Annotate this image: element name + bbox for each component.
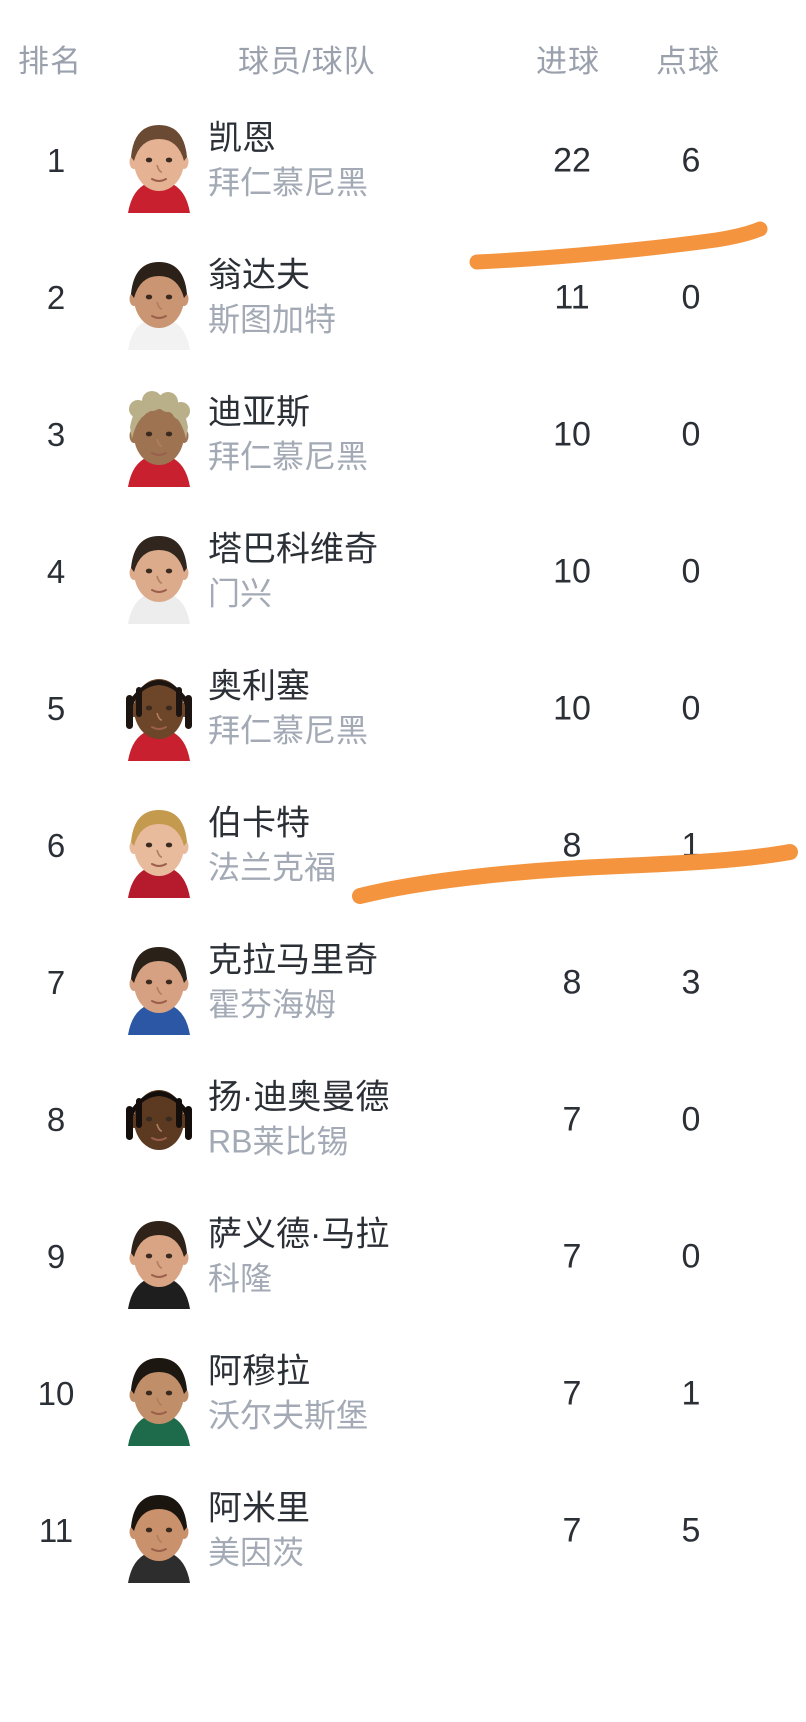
player-name: 翁达夫 xyxy=(208,255,310,294)
player-name: 伯卡特 xyxy=(208,803,310,842)
row-rank: 10 xyxy=(37,1374,75,1412)
row-penalties: 0 xyxy=(681,689,701,727)
row-rank: 11 xyxy=(38,1511,74,1549)
row-penalties: 0 xyxy=(681,415,701,453)
player-team-cell: 奥利塞 拜仁慕尼黑 xyxy=(208,665,518,752)
row-penalties: 5 xyxy=(681,1511,701,1549)
team-name: 沃尔夫斯堡 xyxy=(208,1397,369,1434)
row-rank: 3 xyxy=(46,415,66,453)
row-goals: 7 xyxy=(562,1511,582,1549)
row-rank: 7 xyxy=(46,963,66,1001)
player-team-cell: 迪亚斯 拜仁慕尼黑 xyxy=(208,391,518,478)
table-row[interactable]: 5 奥利塞 拜仁慕尼黑 10 0 xyxy=(0,640,806,777)
row-penalties: 0 xyxy=(681,278,701,316)
row-goals: 22 xyxy=(553,141,591,179)
team-name: 霍芬海姆 xyxy=(208,986,337,1023)
player-avatar xyxy=(112,1204,206,1309)
player-team-cell: 伯卡特 法兰克福 xyxy=(208,802,518,889)
row-rank: 4 xyxy=(46,552,66,590)
row-penalties: 0 xyxy=(681,1237,701,1275)
row-goals: 10 xyxy=(553,552,591,590)
row-rank: 1 xyxy=(46,141,66,179)
scorers-list: 1 凯恩 拜仁慕尼黑 22 6 2 翁达夫 xyxy=(0,92,806,1599)
row-goals: 8 xyxy=(562,963,582,1001)
player-avatar xyxy=(112,656,206,761)
team-name: 美因茨 xyxy=(208,1534,305,1571)
team-name: 拜仁慕尼黑 xyxy=(208,164,369,201)
player-name: 奥利塞 xyxy=(208,666,310,705)
player-team-cell: 阿穆拉 沃尔夫斯堡 xyxy=(208,1350,518,1437)
team-name: 拜仁慕尼黑 xyxy=(208,438,369,475)
team-name: 法兰克福 xyxy=(208,849,337,886)
row-goals: 8 xyxy=(562,826,582,864)
player-name: 克拉马里奇 xyxy=(208,940,378,979)
player-avatar xyxy=(112,382,206,487)
player-name: 萨义德·马拉 xyxy=(208,1214,390,1253)
player-avatar xyxy=(112,1341,206,1446)
row-goals: 10 xyxy=(553,689,591,727)
table-row[interactable]: 6 伯卡特 法兰克福 8 1 xyxy=(0,777,806,914)
table-row[interactable]: 9 萨义德·马拉 科隆 7 0 xyxy=(0,1188,806,1325)
column-header-goals: 进球 xyxy=(536,44,600,79)
player-team-cell: 克拉马里奇 霍芬海姆 xyxy=(208,939,518,1026)
player-avatar xyxy=(112,793,206,898)
row-goals: 10 xyxy=(553,415,591,453)
row-goals: 11 xyxy=(554,278,590,316)
column-header-rank: 排名 xyxy=(18,44,82,79)
row-rank: 9 xyxy=(46,1237,66,1275)
row-penalties: 1 xyxy=(681,826,701,864)
player-team-cell: 凯恩 拜仁慕尼黑 xyxy=(208,117,518,204)
player-name: 阿米里 xyxy=(208,1488,310,1527)
table-row[interactable]: 4 塔巴科维奇 门兴 10 0 xyxy=(0,503,806,640)
player-team-cell: 阿米里 美因茨 xyxy=(208,1487,518,1574)
player-team-cell: 翁达夫 斯图加特 xyxy=(208,254,518,341)
player-team-cell: 萨义德·马拉 科隆 xyxy=(208,1213,518,1300)
player-avatar xyxy=(112,245,206,350)
table-row[interactable]: 1 凯恩 拜仁慕尼黑 22 6 xyxy=(0,92,806,229)
column-header-player-team: 球员/球队 xyxy=(238,44,376,79)
player-name: 阿穆拉 xyxy=(208,1351,310,1390)
row-rank: 6 xyxy=(46,826,66,864)
row-penalties: 0 xyxy=(681,552,701,590)
player-avatar xyxy=(112,930,206,1035)
player-name: 迪亚斯 xyxy=(208,392,310,431)
table-row[interactable]: 11 阿米里 美因茨 7 5 xyxy=(0,1462,806,1599)
player-name: 塔巴科维奇 xyxy=(208,529,378,568)
player-name: 凯恩 xyxy=(208,118,276,157)
player-name: 扬·迪奥曼德 xyxy=(208,1077,390,1116)
table-row[interactable]: 8 扬·迪奥曼德 RB莱比锡 7 0 xyxy=(0,1051,806,1188)
table-header: 排名 球员/球队 进球 点球 xyxy=(0,0,806,92)
row-goals: 7 xyxy=(562,1100,582,1138)
player-avatar xyxy=(112,1478,206,1583)
row-goals: 7 xyxy=(562,1237,582,1275)
table-row[interactable]: 2 翁达夫 斯图加特 11 0 xyxy=(0,229,806,366)
table-row[interactable]: 7 克拉马里奇 霍芬海姆 8 3 xyxy=(0,914,806,1051)
row-penalties: 3 xyxy=(681,963,701,1001)
player-avatar xyxy=(112,519,206,624)
team-name: 斯图加特 xyxy=(208,301,337,338)
row-penalties: 1 xyxy=(681,1374,701,1412)
player-avatar xyxy=(112,108,206,213)
team-name: RB莱比锡 xyxy=(208,1123,349,1160)
player-avatar xyxy=(112,1067,206,1172)
team-name: 门兴 xyxy=(208,575,273,612)
player-team-cell: 扬·迪奥曼德 RB莱比锡 xyxy=(208,1076,518,1163)
player-team-cell: 塔巴科维奇 门兴 xyxy=(208,528,518,615)
row-goals: 7 xyxy=(562,1374,582,1412)
row-rank: 8 xyxy=(46,1100,66,1138)
table-row[interactable]: 10 阿穆拉 沃尔夫斯堡 7 1 xyxy=(0,1325,806,1462)
row-rank: 5 xyxy=(46,689,66,727)
row-penalties: 6 xyxy=(681,141,701,179)
table-row[interactable]: 3 迪亚斯 拜仁慕尼黑 10 0 xyxy=(0,366,806,503)
team-name: 科隆 xyxy=(208,1260,273,1297)
row-penalties: 0 xyxy=(681,1100,701,1138)
team-name: 拜仁慕尼黑 xyxy=(208,712,369,749)
column-header-penalties: 点球 xyxy=(656,44,720,79)
row-rank: 2 xyxy=(46,278,66,316)
